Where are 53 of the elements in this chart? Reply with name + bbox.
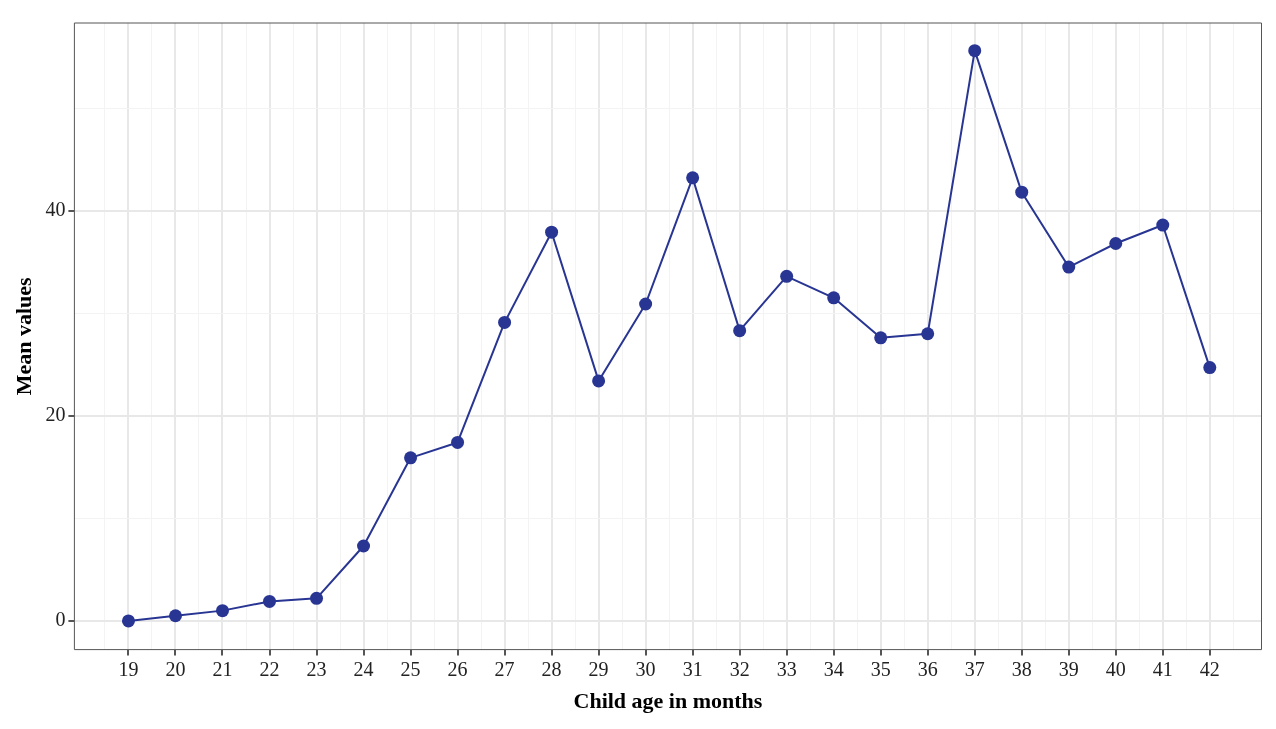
point: [780, 269, 794, 283]
x-tick-label: 39: [1058, 657, 1079, 680]
point: [404, 451, 418, 465]
point: [168, 609, 182, 623]
x-tick-label: 40: [1105, 657, 1126, 680]
x-tick-label: 38: [1011, 657, 1032, 680]
point: [1109, 236, 1123, 250]
x-axis-title: Child age in months: [573, 688, 763, 714]
point: [1015, 185, 1029, 199]
x-tick-label: 37: [964, 657, 985, 680]
point: [1203, 361, 1217, 375]
x-tick-label: 20: [165, 657, 186, 680]
point: [215, 604, 229, 618]
point: [310, 591, 324, 605]
x-tick-label: 22: [259, 657, 280, 680]
x-tick-label: 35: [870, 657, 891, 680]
x-tick-label: 26: [447, 657, 468, 680]
point: [1062, 260, 1076, 274]
point: [874, 331, 888, 345]
point: [451, 435, 465, 449]
x-tick-label: 29: [588, 657, 609, 680]
x-tick-label: 24: [353, 657, 374, 680]
point: [545, 225, 559, 239]
y-tick-label: 0: [55, 608, 66, 631]
x-tick-label: 30: [635, 657, 656, 680]
point: [827, 291, 841, 305]
x-tick-label: 41: [1152, 657, 1173, 680]
y-axis-title: Mean values: [10, 276, 36, 396]
y-tick-label: 20: [45, 403, 66, 426]
point: [968, 44, 982, 58]
x-tick-label: 33: [776, 657, 797, 680]
y-tick-label: 40: [45, 197, 66, 220]
x-tick-label: 19: [118, 657, 139, 680]
x-tick-label: 36: [917, 657, 938, 680]
point: [733, 324, 747, 338]
point: [357, 539, 371, 553]
point: [263, 594, 277, 608]
x-tick-label: 31: [682, 657, 703, 680]
point: [592, 374, 606, 388]
point: [921, 327, 935, 341]
x-tick-label: 34: [823, 657, 844, 680]
x-tick-label: 42: [1199, 657, 1220, 680]
x-tick-label: 27: [494, 657, 515, 680]
x-tick-label: 28: [541, 657, 562, 680]
x-tick-label: 21: [212, 657, 233, 680]
point: [1156, 218, 1170, 232]
point: [498, 315, 512, 329]
x-tick-label: 23: [306, 657, 327, 680]
point: [639, 297, 653, 311]
point: [121, 614, 135, 628]
x-tick-label: 25: [400, 657, 421, 680]
x-tick-label: 32: [729, 657, 750, 680]
point: [686, 171, 700, 185]
